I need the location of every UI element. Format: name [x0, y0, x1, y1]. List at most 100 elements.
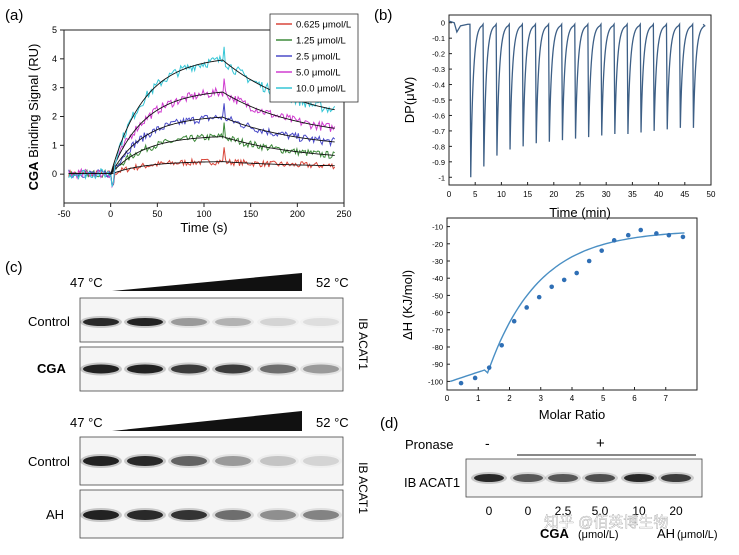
c1-cga-band [300, 362, 342, 376]
bb-xtick-label: 7 [664, 394, 669, 403]
a-series-fit [68, 116, 335, 175]
bt-ytick-label: 0 [441, 19, 445, 28]
c1-control-band-core [171, 318, 207, 326]
d-cga-unit: (μmol/L) [578, 529, 619, 541]
c1-blot-cga [79, 346, 344, 392]
panel-b-top-ylabel: DP(μW) [402, 77, 417, 123]
c2-control-band-core [83, 456, 119, 466]
c2-control-band [124, 454, 166, 468]
bb-xtick-label: 6 [632, 394, 637, 403]
c1-ib-label: IB ACAT1 [356, 318, 370, 370]
bb-ytick-label: -100 [428, 377, 443, 386]
d-band [471, 472, 507, 484]
c2-ah-band [257, 508, 299, 522]
c2-ah-band-core [303, 510, 339, 520]
c2-control-band-core [127, 456, 163, 466]
isotherm-point [499, 342, 504, 348]
c1-control-band-core [215, 318, 251, 326]
c2-ah-band-core [215, 510, 251, 520]
d-band [545, 472, 581, 484]
isotherm-point [458, 380, 464, 386]
panel-b-binding-isotherm: 0 1 2 3 4 5 6 7 -10 -20 -30 -40 -50 -60 -70 -80 -90 -100… [400, 217, 698, 422]
bt-ytick-label: -0.1 [432, 34, 445, 43]
d-band [621, 472, 657, 484]
c2-ah-band-halo [80, 508, 122, 522]
c2-control-band-halo [212, 454, 254, 468]
panel-a-sensorgram: -50 0 50 100 150 200 250 0 1 2 3 4 5 Time (s) CGA B… [26, 13, 359, 235]
d-lane-value: 0 [486, 504, 493, 518]
bt-xtick-label: 20 [549, 190, 558, 199]
c1-control-band-core [127, 318, 163, 326]
c2-control-band [80, 454, 122, 468]
d-band-halo [621, 472, 657, 484]
c2-ah-band-halo [257, 508, 299, 522]
panel-b-top-xlabel: Time (min) [549, 205, 611, 220]
c2-ah-band-halo [168, 508, 210, 522]
panel-a-ylabel-rest: Binding Signal (RU) [26, 44, 41, 162]
d-minus-sign: - [485, 435, 490, 451]
c1-temp-high: 52 °C [316, 275, 349, 290]
c2-ah-band [80, 508, 122, 522]
panel-label-d: (d) [380, 415, 398, 432]
bb-xtick-label: 3 [539, 394, 544, 403]
c1-control-band-halo [168, 316, 210, 328]
isotherm-point [472, 375, 478, 381]
c2-control-band [303, 456, 339, 466]
c1-cga-band [257, 362, 299, 376]
c2-ah-band-core [127, 510, 163, 520]
a-ytick-label: 0 [52, 169, 57, 179]
panel-label-c: (c) [5, 259, 23, 276]
c1-cga-band [212, 362, 254, 376]
d-lane-value: 10 [632, 504, 646, 518]
c1-cga-band-halo [124, 362, 166, 376]
bt-ytick-label: -0.6 [432, 111, 445, 120]
bt-xtick-label: 50 [707, 190, 716, 199]
c1-row1-label: Control [28, 314, 70, 329]
bb-ytick-label: -80 [432, 343, 443, 352]
c1-control-band-halo [80, 316, 122, 328]
isotherm-point [511, 318, 517, 324]
d-ah-label: AH [657, 526, 675, 541]
a-series-trace [68, 147, 336, 186]
d-band-halo [510, 472, 546, 484]
bt-xtick-label: 45 [680, 190, 689, 199]
a-ytick-label: 3 [52, 83, 57, 93]
bb-ytick-label: -60 [432, 309, 443, 318]
bt-ytick-label: -0.8 [432, 142, 445, 151]
c1-cga-band-core [303, 364, 339, 374]
a-ytick-label: 1 [52, 140, 57, 150]
bt-xtick-label: 5 [473, 190, 478, 199]
legend-entry: 5.0 μmol/L [296, 68, 341, 79]
c2-ah-band-halo [300, 508, 342, 522]
c1-temp-low: 47 °C [70, 275, 103, 290]
bt-xtick-label: 40 [654, 190, 663, 199]
bt-xtick-label: 0 [447, 190, 452, 199]
bt-ytick-label: -0.9 [432, 158, 445, 167]
bb-xtick-label: 0 [445, 394, 450, 403]
c2-ah-band [124, 508, 166, 522]
bt-xtick-label: 10 [497, 190, 506, 199]
c1-cga-band [124, 362, 166, 376]
bb-ytick-label: -90 [432, 360, 443, 369]
panel-a-ylabel: CGA Binding Signal (RU) [26, 44, 41, 191]
a-series-fit [68, 91, 335, 175]
a-xtick-label: -50 [57, 209, 70, 219]
c2-ah-band-core [260, 510, 296, 520]
c1-control-band-halo [124, 316, 166, 328]
panel-b-bottom-xlabel: Molar Ratio [539, 407, 605, 422]
a-xtick-label: 0 [108, 209, 113, 219]
d-band [582, 472, 618, 484]
c2-control-band-core [303, 456, 339, 466]
c2-blot-control [79, 436, 344, 486]
d-band-core [474, 474, 504, 482]
c2-ah-band [212, 508, 254, 522]
d-band [658, 472, 694, 484]
bb-xtick-label: 1 [476, 394, 481, 403]
a-xtick-label: 50 [152, 209, 162, 219]
c2-row2-label: AH [46, 507, 64, 522]
watermark-text: 知乎 @佰英博生物 [544, 513, 668, 531]
c1-cga-band-core [171, 364, 207, 374]
d-lane-value: 20 [669, 504, 683, 518]
panel-label-b: (b) [374, 7, 392, 24]
a-series-fit [68, 161, 335, 175]
